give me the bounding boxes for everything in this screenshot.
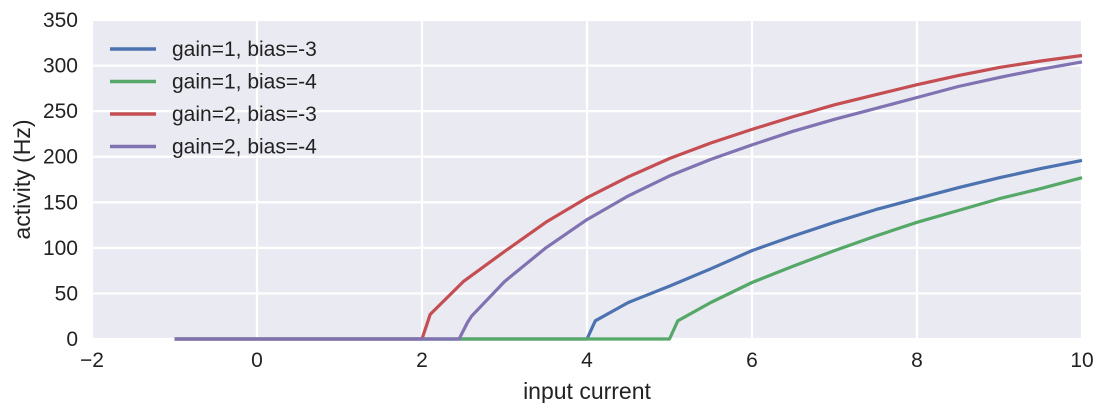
- legend-label: gain=1, bias=-3: [172, 38, 317, 61]
- legend-label: gain=2, bias=-3: [172, 103, 317, 126]
- y-tick-label: 200: [43, 146, 78, 169]
- series-line-4: [174, 60, 1083, 341]
- series-lines: [174, 53, 1083, 341]
- legend-label: gain=2, bias=-4: [172, 136, 317, 159]
- series-line-1: [174, 158, 1083, 341]
- series-line-3: [174, 53, 1083, 341]
- y-tick-label: 100: [43, 237, 78, 260]
- x-tick-label: −2: [80, 349, 104, 372]
- x-axis-label: input current: [523, 378, 651, 403]
- y-tick-label: 150: [43, 191, 78, 214]
- x-tick-label: 2: [416, 349, 428, 372]
- y-axis-label: activity (Hz): [9, 119, 35, 239]
- x-tick-label: 4: [581, 349, 593, 372]
- y-axis-ticks: 0 50 100 150 200 250 300 350: [43, 9, 78, 351]
- legend: gain=1, bias=-3 gain=1, bias=-4 gain=2, bi…: [110, 38, 317, 159]
- x-tick-label: 0: [251, 349, 263, 372]
- y-tick-label: 0: [66, 328, 78, 351]
- x-axis-ticks: −2 0 2 4 6 8 10: [80, 349, 1094, 372]
- y-tick-label: 350: [43, 9, 78, 32]
- x-tick-label: 6: [746, 349, 758, 372]
- y-tick-label: 50: [55, 282, 78, 305]
- legend-label: gain=1, bias=-4: [172, 71, 317, 94]
- y-tick-label: 250: [43, 100, 78, 123]
- y-tick-label: 300: [43, 55, 78, 78]
- x-tick-label: 8: [911, 349, 923, 372]
- series-line-2: [174, 176, 1083, 341]
- x-tick-label: 10: [1070, 349, 1093, 372]
